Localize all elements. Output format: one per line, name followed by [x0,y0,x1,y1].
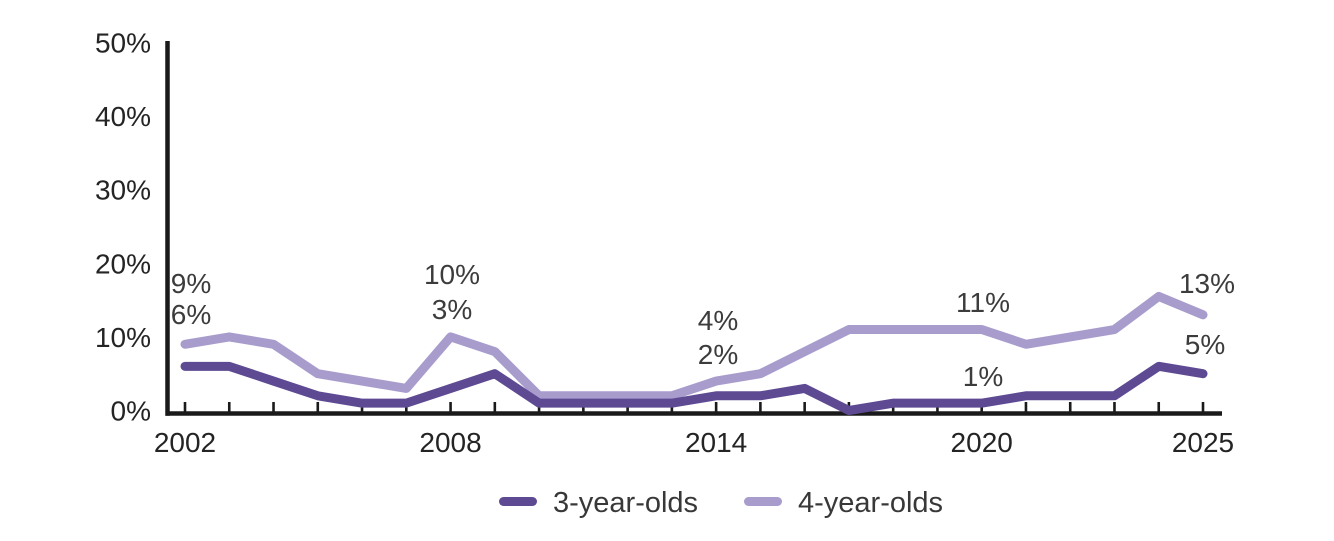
data-label: 2% [698,339,738,370]
data-label: 4% [698,305,738,336]
series-line-3-year-olds [180,361,1208,415]
x-tick-label: 2002 [154,427,216,458]
data-label: 10% [424,259,480,290]
data-label: 3% [432,294,472,325]
y-tick-label: 40% [95,101,151,132]
x-tick-label: 2025 [1172,427,1234,458]
legend-item-3-year-olds: 3-year-olds [499,487,698,519]
y-axis-labels: 0% 10% 20% 30% 40% 50% [95,28,151,427]
series-lines [180,291,1208,415]
x-tick-label: 2020 [951,427,1013,458]
data-label: 11% [956,287,1010,318]
data-label: 9% [171,268,211,299]
series-line-4-year-olds [180,291,1208,401]
y-tick-label: 50% [95,28,151,59]
x-tick-label: 2008 [419,427,481,458]
legend-label: 3-year-olds [553,487,698,519]
axes [165,41,1222,416]
x-tick-label: 2014 [685,427,747,458]
data-label: 1% [963,361,1003,392]
data-labels: 9%6% 10% 3% 4%2% 11% 1% 13% 5% [171,259,1235,392]
legend-swatch-3-year-olds [499,497,537,506]
y-tick-label: 0% [111,396,151,427]
legend-swatch-4-year-olds [744,497,782,506]
y-tick-label: 20% [95,248,151,279]
data-label: 6% [171,299,211,330]
data-label: 13% [1179,268,1235,299]
legend-label: 4-year-olds [798,487,943,519]
legend-item-4-year-olds: 4-year-olds [744,487,943,519]
legend: 3-year-olds 4-year-olds [499,487,943,519]
y-tick-label: 30% [95,175,151,206]
x-axis-labels: 2002 2008 2014 2020 2025 [154,427,1234,458]
y-tick-label: 10% [95,322,151,353]
data-label: 5% [1185,329,1225,360]
